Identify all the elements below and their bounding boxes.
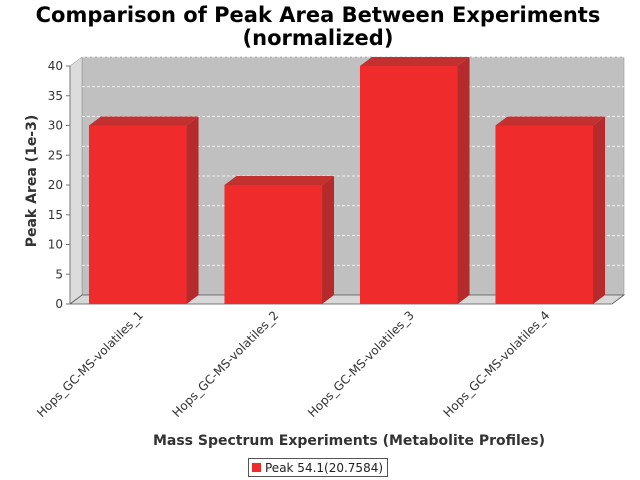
bar-top — [224, 176, 335, 185]
bar-front — [495, 125, 594, 304]
y-tick-label: 10 — [48, 238, 63, 252]
bars — [88, 57, 606, 304]
y-tick-label: 30 — [48, 119, 63, 133]
y-tick-label: 35 — [48, 89, 63, 103]
legend-swatch — [252, 463, 261, 472]
x-category-label: Hops_GC-MS-volatiles_3 — [305, 308, 417, 420]
bar-1 — [88, 116, 199, 304]
y-axis-ticks: 0 5 10 15 20 25 30 35 40 — [48, 59, 70, 311]
bar-side — [186, 116, 199, 304]
y-axis-label: Peak Area (1e-3) — [24, 115, 40, 248]
bar-3 — [359, 57, 470, 304]
bar-top — [88, 116, 199, 126]
x-category-label: Hops_GC-MS-volatiles_2 — [170, 308, 282, 420]
bar-side — [593, 116, 606, 304]
chart-subtitle: (normalized) — [243, 26, 394, 50]
bar-4 — [495, 116, 606, 304]
chart-title: Comparison of Peak Area Between Experime… — [36, 3, 601, 27]
x-category-label: Hops_GC-MS-volatiles_1 — [34, 308, 146, 420]
bar-side — [322, 176, 335, 304]
y-tick-label: 40 — [48, 59, 63, 73]
legend-entry-label: Peak 54.1(20.7584) — [265, 460, 384, 475]
bar-front — [88, 125, 187, 304]
bar-front — [224, 185, 323, 304]
y-tick-label: 15 — [48, 208, 63, 222]
legend: Peak 54.1(20.7584) — [248, 458, 389, 477]
plot-left-wall — [69, 56, 83, 305]
y-tick-label: 5 — [55, 267, 63, 281]
bar-top — [495, 116, 606, 126]
y-tick-label: 25 — [48, 148, 63, 162]
x-axis-label: Mass Spectrum Experiments (Metabolite Pr… — [153, 433, 545, 449]
bar-front — [359, 66, 458, 304]
x-axis-categories: Hops_GC-MS-volatiles_1 Hops_GC-MS-volatil… — [34, 308, 552, 420]
bar-side — [457, 57, 470, 304]
y-tick-label: 0 — [55, 297, 63, 311]
bar-top — [359, 57, 470, 66]
x-category-label: Hops_GC-MS-volatiles_4 — [441, 308, 553, 420]
y-tick-label: 20 — [48, 178, 63, 192]
bar-2 — [224, 176, 335, 304]
